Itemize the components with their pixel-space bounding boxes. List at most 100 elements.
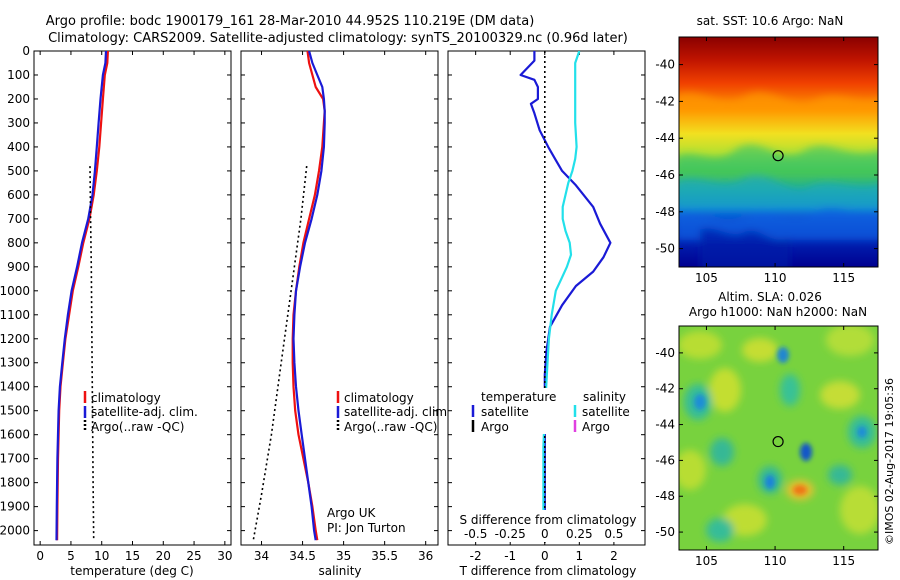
t-diff-xlabel: T difference from climatology bbox=[459, 564, 637, 578]
lat-tick-label: -48 bbox=[655, 205, 675, 219]
depth-tick-label: 400 bbox=[7, 140, 30, 154]
t-legend-title: temperature bbox=[481, 390, 556, 404]
sla-map-frame bbox=[678, 325, 879, 551]
series-line-satellite-adj-clim- bbox=[292, 51, 326, 541]
depth-ticks: 0 100 200 300 400 500 600 700 800 900 1000 1100 1200… bbox=[0, 44, 231, 538]
sla-field bbox=[679, 326, 878, 550]
depth-tick-label: 600 bbox=[7, 188, 30, 202]
t-legend-box bbox=[470, 388, 548, 434]
s-diff-xlabel: S difference from climatology bbox=[460, 513, 637, 527]
depth-tick-label: 900 bbox=[7, 260, 30, 274]
x-tick-label: 30 bbox=[217, 549, 232, 563]
x-tick-label: 2 bbox=[610, 549, 618, 563]
annotation-argo-uk: Argo UK bbox=[327, 506, 376, 520]
lat-tick-label: -48 bbox=[655, 489, 675, 503]
s-diff-tick-label: 0.5 bbox=[604, 527, 623, 541]
sst-map: sat. SST: 10.6 Argo: NaN 105 110 115 -40 -42… bbox=[655, 14, 879, 285]
depth-tick-label: 1100 bbox=[0, 308, 30, 322]
depth-tick-label: 1900 bbox=[0, 500, 30, 514]
depth-tick-label: 0 bbox=[22, 44, 30, 58]
depth-tick-label: 300 bbox=[7, 116, 30, 130]
depth-ticks bbox=[241, 50, 438, 532]
s-diff-tick-label: 0 bbox=[541, 527, 549, 541]
legend-climatology: climatology bbox=[344, 391, 414, 405]
s-legend-title: salinity bbox=[583, 390, 626, 404]
legend-argo: Argo(..raw -QC) bbox=[344, 420, 437, 434]
depth-tick-label: 1300 bbox=[0, 356, 30, 370]
difference-legend: temperature satellite Argo salinity sate… bbox=[470, 388, 640, 434]
salinity-panel: 34 34.5 35 35.5 36 salinity climatology sate… bbox=[240, 50, 451, 578]
salinity-axes-frame bbox=[240, 50, 439, 546]
sla-map-title-line1: Altim. SLA: 0.026 bbox=[718, 290, 822, 304]
depth-tick-label: 100 bbox=[7, 68, 30, 82]
temperature-xlabel: temperature (deg C) bbox=[70, 564, 193, 578]
s-legend-argo: Argo bbox=[582, 420, 610, 434]
legend-argo: Argo(..raw -QC) bbox=[91, 420, 184, 434]
x-tick-label: 10 bbox=[94, 549, 109, 563]
lat-tick-label: -40 bbox=[655, 346, 675, 360]
x-tick-label: -2 bbox=[470, 549, 482, 563]
series-line-argo-raw-qc- bbox=[89, 166, 95, 541]
salinity-legend: climatology satellite-adj. clim. Argo(..… bbox=[336, 391, 451, 434]
lat-tick-label: -42 bbox=[655, 94, 675, 108]
x-tick-label: 34 bbox=[254, 549, 269, 563]
x-tick-label: 15 bbox=[125, 549, 140, 563]
depth-tick-label: 700 bbox=[7, 212, 30, 226]
lat-tick-label: -42 bbox=[655, 382, 675, 396]
lon-tick-label: 110 bbox=[764, 271, 787, 285]
temperature-axes-frame bbox=[33, 50, 232, 546]
lat-tick-label: -50 bbox=[655, 242, 675, 256]
sla-argo-location-marker bbox=[772, 435, 784, 448]
series-line-satellite-adj-clim- bbox=[55, 51, 108, 541]
sst-map-frame bbox=[678, 36, 879, 268]
depth-tick-label: 1200 bbox=[0, 332, 30, 346]
s-diff-axis-backdrop bbox=[462, 510, 634, 542]
figure-title-line1: Argo profile: bodc 1900179_161 28-Mar-20… bbox=[46, 14, 535, 29]
series-line-argo-raw-qc- bbox=[252, 166, 308, 541]
legend-climatology: climatology bbox=[91, 391, 161, 405]
x-tick-label: -1 bbox=[504, 549, 516, 563]
sst-map-title: sat. SST: 10.6 Argo: NaN bbox=[697, 14, 844, 28]
lon-tick-label: 115 bbox=[832, 271, 855, 285]
legend-satellite: satellite-adj. clim. bbox=[91, 405, 198, 419]
sla-map: Altim. SLA: 0.026 Argo h1000: NaN h2000:… bbox=[655, 290, 879, 568]
difference-axes-frame bbox=[447, 50, 646, 546]
s-diff-tick-label: -0.5 bbox=[464, 527, 487, 541]
x-tick-label: 5 bbox=[67, 549, 75, 563]
lon-tick-label: 105 bbox=[695, 271, 718, 285]
x-tick-label: 25 bbox=[186, 549, 201, 563]
salinity-series bbox=[252, 51, 326, 541]
sst-argo-location-marker bbox=[772, 150, 784, 162]
sla-map-ticks: 105 110 115 -40 -42 -44 -46 -48 -50 bbox=[655, 326, 878, 568]
depth-tick-label: 1600 bbox=[0, 428, 30, 442]
s-diff-tick-label: -0.25 bbox=[495, 527, 526, 541]
s-diff-tick-label: 0.25 bbox=[566, 527, 593, 541]
sst-field bbox=[679, 37, 878, 267]
depth-tick-label: 1500 bbox=[0, 404, 30, 418]
temperature-legend: climatology satellite-adj. clim. Argo(..… bbox=[83, 391, 198, 434]
depth-tick-label: 1700 bbox=[0, 452, 30, 466]
salinity-ticks: 34 34.5 35 35.5 36 bbox=[254, 51, 433, 563]
x-tick-label: 34.5 bbox=[289, 549, 316, 563]
sla-map-title-line2: Argo h1000: NaN h2000: NaN bbox=[689, 305, 867, 319]
lon-tick-label: 105 bbox=[695, 554, 718, 568]
x-tick-label: 0 bbox=[36, 549, 44, 563]
lon-tick-label: 115 bbox=[832, 554, 855, 568]
s-legend-satellite: satellite bbox=[582, 405, 630, 419]
depth-tick-label: 1400 bbox=[0, 380, 30, 394]
salinity-xlabel: salinity bbox=[318, 564, 361, 578]
depth-tick-label: 500 bbox=[7, 164, 30, 178]
difference-panel: -2 -1 0 1 2 T difference from climatology S … bbox=[447, 50, 646, 578]
lat-tick-label: -46 bbox=[655, 453, 675, 467]
x-tick-label: 36 bbox=[418, 549, 433, 563]
temperature-panel: 0100200300400500600700800900100011001200… bbox=[0, 44, 232, 578]
t-legend-argo: Argo bbox=[481, 420, 509, 434]
s-legend-box bbox=[570, 388, 640, 434]
depth-tick-label: 800 bbox=[7, 236, 30, 250]
t-legend-satellite: satellite bbox=[481, 405, 529, 419]
t-diff-ticks: -2 -1 0 1 2 bbox=[470, 51, 618, 563]
lat-tick-label: -50 bbox=[655, 525, 675, 539]
depth-tick-label: 1800 bbox=[0, 476, 30, 490]
annotation-pi: PI: Jon Turton bbox=[327, 521, 406, 535]
